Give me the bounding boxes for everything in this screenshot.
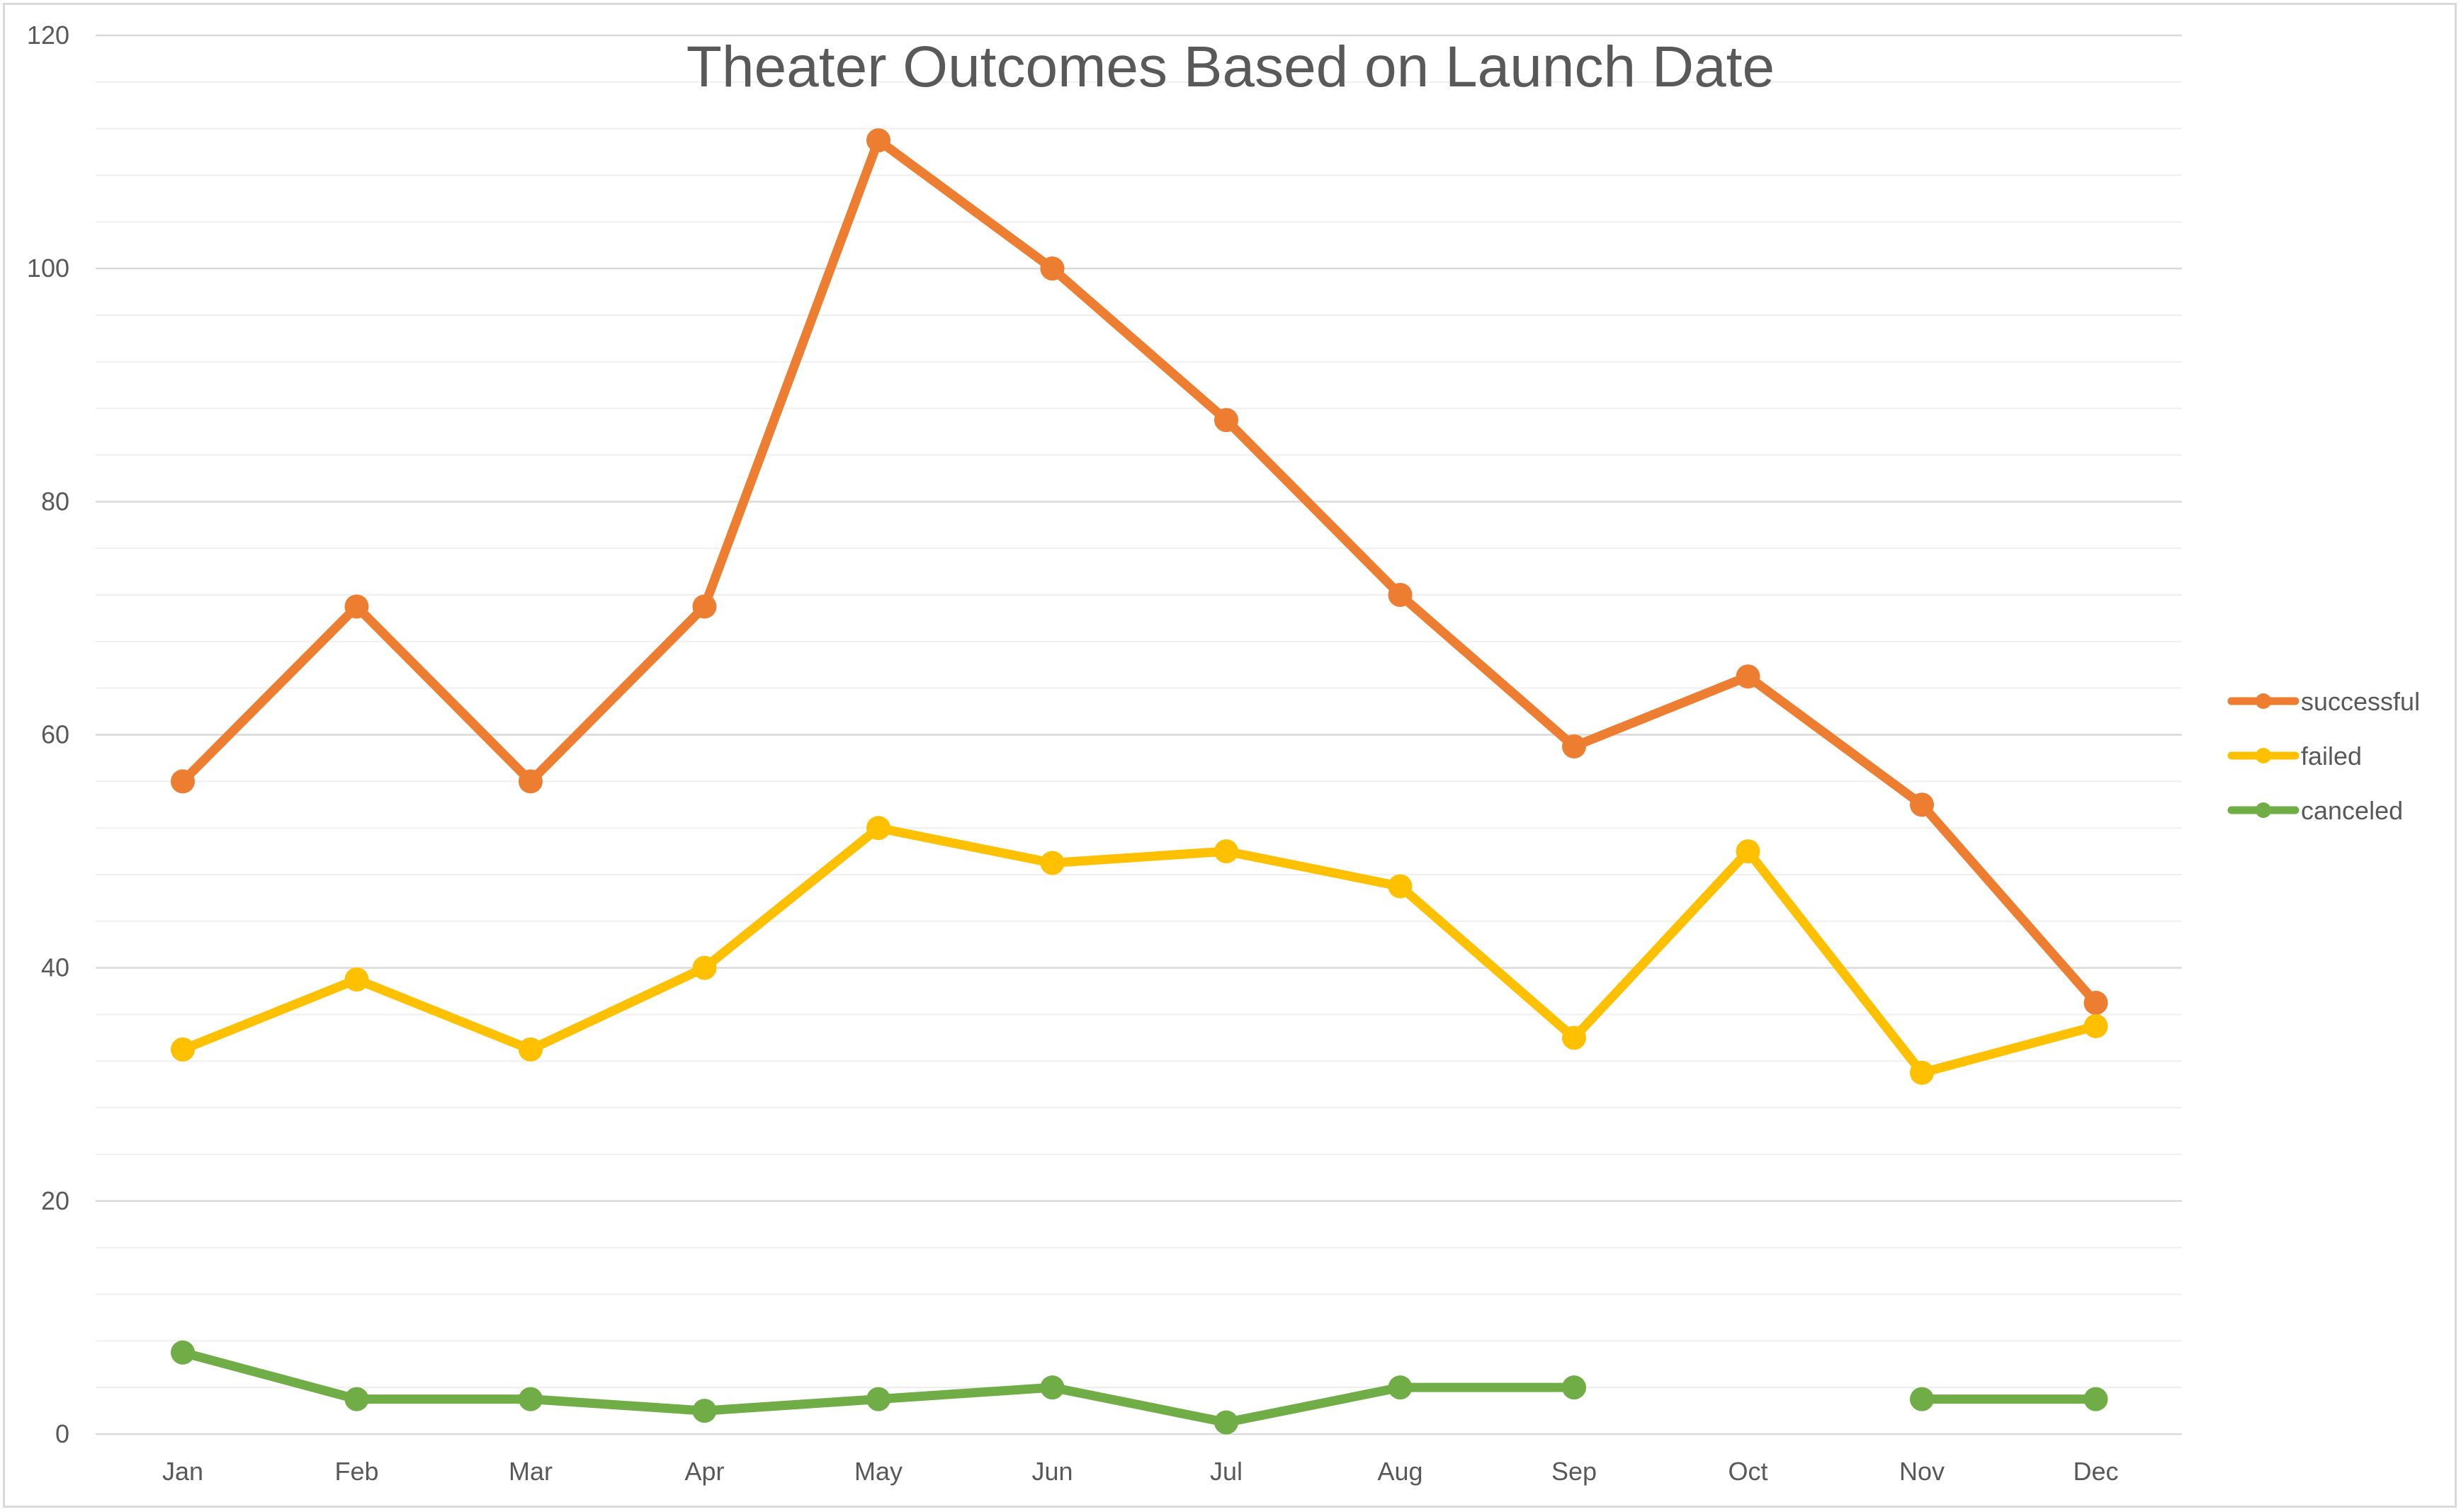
x-tick-label: Aug <box>1377 1457 1422 1486</box>
data-point-successful <box>344 594 369 619</box>
y-axis-ticks: 0 20 40 60 80 100 120 <box>27 21 69 1448</box>
data-point-successful <box>866 128 890 153</box>
series-failed <box>171 816 2108 1085</box>
data-point-failed <box>1214 839 1238 864</box>
data-point-successful <box>2083 991 2108 1016</box>
data-point-failed <box>1910 1060 1934 1085</box>
data-point-successful <box>1388 583 1413 607</box>
data-point-canceled <box>1562 1375 1586 1400</box>
y-tick-label: 100 <box>27 254 69 283</box>
x-tick-label: Jul <box>1210 1457 1243 1486</box>
x-tick-label: Oct <box>1728 1457 1767 1486</box>
x-tick-label: Mar <box>509 1457 553 1486</box>
data-point-successful <box>171 769 195 794</box>
legend-label: canceled <box>2301 796 2403 825</box>
legend-swatch-marker <box>2256 748 2271 763</box>
series-canceled <box>171 1340 2108 1435</box>
x-tick-label: May <box>854 1457 903 1486</box>
y-tick-label: 0 <box>55 1419 69 1448</box>
data-point-canceled <box>1040 1375 1065 1400</box>
x-tick-label: Jun <box>1031 1457 1073 1486</box>
legend-label: successful <box>2301 687 2420 716</box>
legend-swatch-marker <box>2256 693 2271 709</box>
x-tick-label: Apr <box>684 1457 724 1486</box>
legend-label: failed <box>2301 741 2362 771</box>
data-point-failed <box>692 955 717 980</box>
data-point-successful <box>1736 664 1760 689</box>
data-point-canceled <box>866 1387 890 1411</box>
y-tick-label: 60 <box>41 720 69 749</box>
x-tick-label: Feb <box>334 1457 378 1486</box>
chart-title: Theater Outcomes Based on Launch Date <box>686 35 1775 99</box>
x-axis-ticks: Jan Feb Mar Apr May Jun Jul Aug Sep Oct Nov Dec <box>162 1457 2119 1486</box>
data-point-successful <box>1040 256 1065 281</box>
y-tick-label: 40 <box>41 953 69 982</box>
data-point-successful <box>1910 792 1934 817</box>
data-point-failed <box>1562 1025 1586 1050</box>
y-tick-label: 20 <box>41 1186 69 1215</box>
y-tick-label: 120 <box>27 21 69 50</box>
series-lines <box>171 128 2108 1435</box>
data-point-successful <box>692 594 717 619</box>
data-point-canceled <box>344 1387 369 1411</box>
series-successful <box>171 128 2108 1016</box>
data-point-canceled <box>692 1399 717 1423</box>
data-point-failed <box>1040 851 1065 875</box>
data-point-canceled <box>1388 1375 1413 1400</box>
x-tick-label: Sep <box>1551 1457 1597 1486</box>
legend-item-successful: successful <box>2227 687 2420 716</box>
data-point-successful <box>1562 734 1586 758</box>
x-tick-label: Dec <box>2073 1457 2118 1486</box>
y-tick-label: 80 <box>41 487 69 516</box>
data-point-canceled <box>1910 1387 1934 1411</box>
data-point-failed <box>2083 1013 2108 1038</box>
data-point-successful <box>519 769 543 794</box>
x-tick-label: Nov <box>1899 1457 1945 1486</box>
gridlines <box>96 34 2182 1436</box>
data-point-failed <box>171 1037 195 1062</box>
data-point-successful <box>1214 408 1238 433</box>
data-point-failed <box>866 816 890 841</box>
data-point-failed <box>1388 874 1413 899</box>
legend-item-canceled: canceled <box>2227 796 2403 825</box>
data-point-failed <box>344 967 369 992</box>
data-point-failed <box>519 1037 543 1062</box>
data-point-failed <box>1736 839 1760 864</box>
data-point-canceled <box>1214 1410 1238 1435</box>
series-line-failed <box>178 823 2100 1078</box>
legend: successful failed canceled <box>2227 687 2420 825</box>
data-point-canceled <box>519 1387 543 1411</box>
data-point-canceled <box>2083 1387 2108 1411</box>
series-line-successful <box>178 135 2100 1008</box>
x-tick-label: Jan <box>162 1457 203 1486</box>
data-point-canceled <box>171 1340 195 1365</box>
chart-frame <box>3 3 2457 1508</box>
legend-swatch-marker <box>2256 802 2271 818</box>
legend-item-failed: failed <box>2227 741 2362 771</box>
